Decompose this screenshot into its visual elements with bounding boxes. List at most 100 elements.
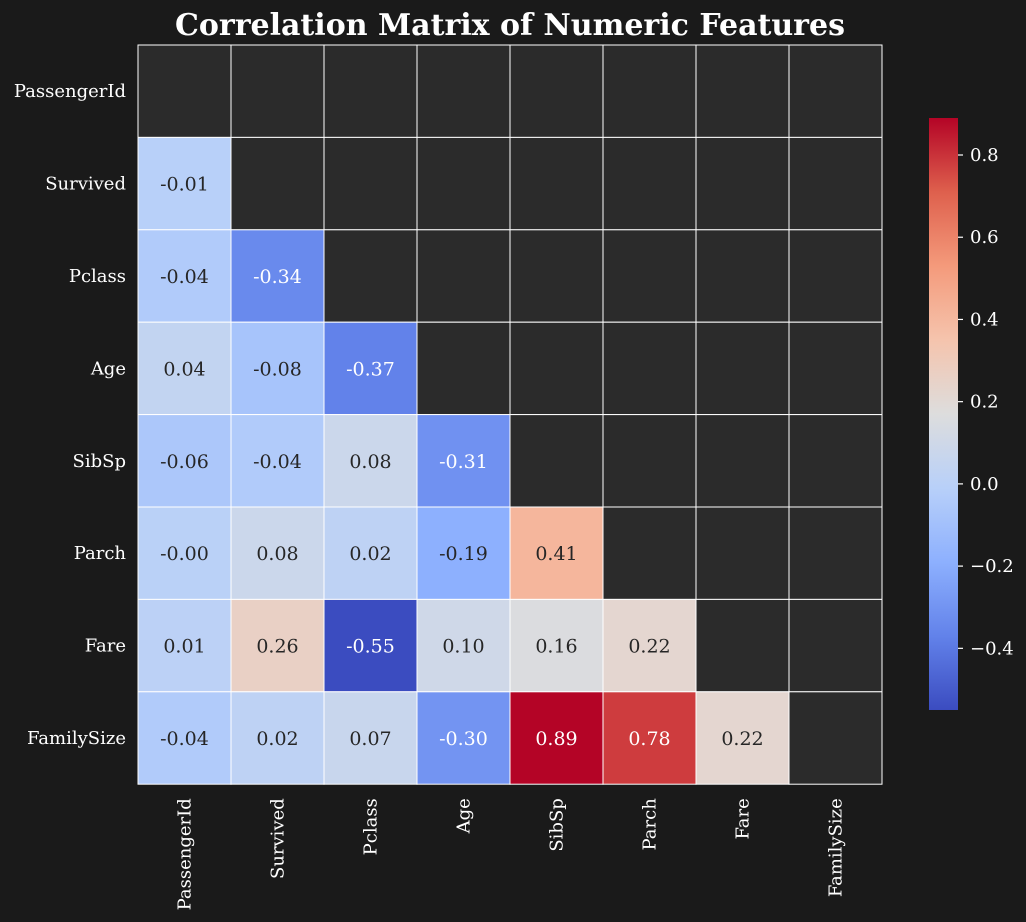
colorbar-tick-label: 0.4 [970, 309, 999, 330]
cell-value-label: 0.78 [628, 728, 670, 750]
masked-cell [137, 44, 232, 138]
masked-cell [509, 321, 604, 416]
heatmap-cell [230, 691, 325, 785]
heatmap-cell [416, 691, 511, 785]
column-label: SibSp [547, 798, 568, 851]
heatmap-cell [137, 136, 232, 231]
cell-value-label: -0.01 [160, 174, 209, 196]
column-label: Age [454, 798, 475, 834]
heatmap-cell [509, 506, 604, 600]
cell-value-label: 0.02 [256, 728, 298, 750]
masked-cell [695, 321, 790, 416]
masked-cell [788, 136, 883, 231]
masked-cell [788, 598, 883, 693]
masked-cell [602, 44, 697, 138]
cell-value-label: -0.00 [160, 543, 209, 565]
cell-value-label: -0.04 [160, 728, 209, 750]
heatmap-cell [323, 506, 418, 600]
cell-value-label: 0.26 [256, 636, 298, 658]
row-label: SibSp [73, 451, 126, 472]
heatmap-cell [230, 506, 325, 600]
masked-cell [788, 321, 883, 416]
row-label: PassengerId [14, 81, 126, 102]
masked-cell [695, 229, 790, 323]
heatmap-cell [137, 229, 232, 323]
column-label: PassengerId [175, 798, 196, 910]
masked-cell [602, 229, 697, 323]
colorbar-tick-label: 0.0 [970, 474, 999, 495]
cell-value-label: 0.41 [535, 543, 577, 565]
masked-cell [695, 44, 790, 138]
colorbar-tick-label: −0.4 [970, 638, 1014, 659]
masked-cell [230, 136, 325, 231]
row-label: Parch [74, 543, 127, 564]
heatmap-cell [416, 598, 511, 693]
masked-cell [695, 506, 790, 600]
colorbar [929, 118, 958, 710]
column-label: Pclass [361, 798, 382, 855]
column-labels: PassengerId Survived Pclass Age SibSp Parch Fa… [175, 798, 847, 911]
cell-value-label: 0.02 [349, 543, 391, 565]
heatmap-cell [230, 229, 325, 323]
masked-cell [602, 506, 697, 600]
cell-value-label: -0.08 [253, 358, 302, 380]
heatmap-cell [137, 321, 232, 416]
cell-value-label: 0.08 [256, 543, 298, 565]
masked-cell [416, 321, 511, 416]
masked-cell [509, 44, 604, 138]
heatmap-cell [137, 598, 232, 693]
masked-cell [509, 414, 604, 508]
masked-cell [788, 506, 883, 600]
masked-cell [788, 414, 883, 508]
row-label: Age [90, 358, 126, 379]
row-label: FamilySize [27, 728, 126, 749]
heatmap-cell [416, 414, 511, 508]
masked-cell [416, 136, 511, 231]
masked-cell [416, 44, 511, 138]
masked-cell [602, 414, 697, 508]
cell-value-label: -0.55 [346, 636, 395, 658]
cell-value-label: -0.04 [253, 451, 302, 473]
heatmap-cell [416, 506, 511, 600]
heatmap-cell [323, 321, 418, 416]
heatmap-cell [323, 598, 418, 693]
cell-value-label: 0.22 [628, 636, 670, 658]
heatmap-cell [509, 598, 604, 693]
masked-cell [230, 44, 325, 138]
masked-cell [416, 229, 511, 323]
cell-value-label: 0.07 [349, 728, 391, 750]
cell-value-label: 0.10 [442, 636, 484, 658]
masked-cell [788, 229, 883, 323]
masked-cell [602, 321, 697, 416]
masked-cell [695, 136, 790, 231]
colorbar-tick-label: 0.8 [970, 145, 999, 166]
cell-value-label: -0.37 [346, 358, 395, 380]
masked-cell [788, 691, 883, 785]
colorbar-tick-label: −0.2 [970, 556, 1014, 577]
cell-value-label: 0.22 [721, 728, 763, 750]
heatmap-cell [230, 598, 325, 693]
cell-value-label: -0.06 [160, 451, 209, 473]
heatmap-cell [602, 691, 697, 785]
masked-cell [695, 414, 790, 508]
row-label: Survived [45, 174, 126, 195]
masked-cell [695, 598, 790, 693]
heatmap-cell [602, 598, 697, 693]
colorbar-tick-label: 0.6 [970, 227, 999, 248]
masked-cell [509, 136, 604, 231]
cell-value-label: 0.16 [535, 636, 577, 658]
masked-cell [509, 229, 604, 323]
row-label: Pclass [69, 266, 126, 287]
cell-value-label: 0.04 [163, 358, 205, 380]
cell-value-label: -0.19 [439, 543, 488, 565]
column-label: Survived [268, 798, 289, 879]
colorbar-ticks: −0.4 −0.2 0.0 0.2 0.4 0.6 0.8 [958, 145, 1014, 659]
cell-value-label: 0.08 [349, 451, 391, 473]
masked-cell [323, 136, 418, 231]
masked-cell [602, 136, 697, 231]
row-label: Fare [85, 636, 126, 657]
masked-cell [323, 229, 418, 323]
row-labels: PassengerId Survived Pclass Age SibSp Parch Fa… [14, 81, 127, 749]
heatmap-cell [230, 414, 325, 508]
